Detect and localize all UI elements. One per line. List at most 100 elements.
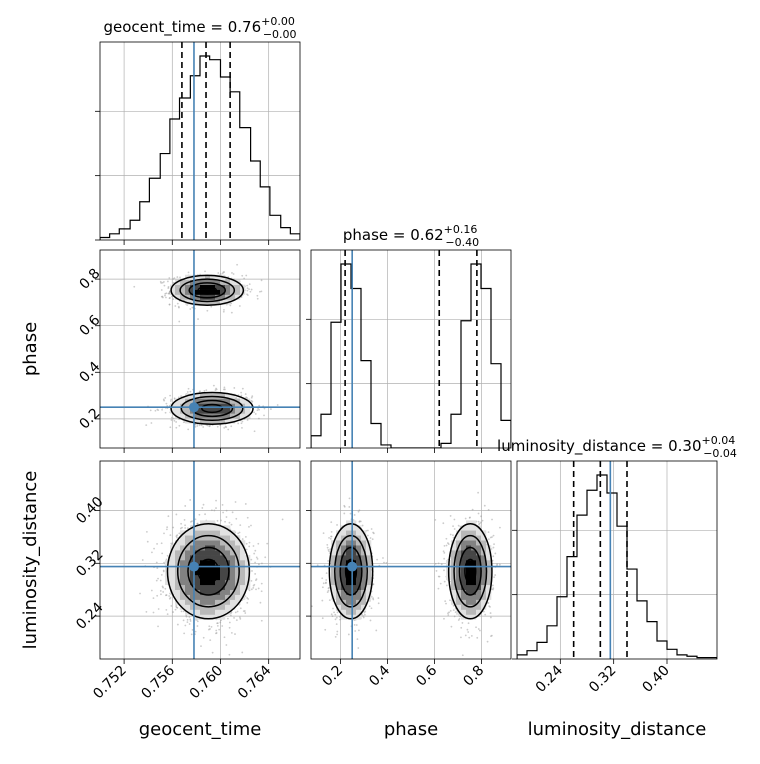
sample-point	[158, 608, 160, 610]
sample-point	[254, 550, 256, 552]
sample-point	[371, 528, 373, 530]
density-cell	[170, 560, 175, 565]
density-cell	[215, 540, 220, 545]
sample-point	[438, 562, 440, 564]
density-cell	[195, 530, 200, 535]
density-cell	[230, 555, 235, 560]
sample-point	[385, 562, 387, 564]
sample-point	[211, 626, 213, 628]
density-cell	[230, 580, 235, 585]
sample-point	[247, 598, 249, 600]
sample-point	[231, 524, 233, 526]
sample-point	[223, 311, 225, 313]
density-cell	[195, 555, 200, 560]
scatter-phase-luminosity_distance-layer	[311, 461, 511, 659]
title-main: phase = 0.62	[343, 226, 444, 244]
sample-point	[222, 504, 224, 506]
sample-point	[263, 414, 265, 416]
sample-point	[327, 560, 329, 562]
sample-point	[369, 600, 371, 602]
sample-point	[266, 543, 268, 545]
sample-point	[445, 603, 447, 605]
sample-point	[160, 590, 162, 592]
sample-point	[173, 418, 175, 420]
sample-point	[252, 587, 254, 589]
sample-point	[184, 625, 186, 627]
sample-point	[336, 617, 338, 619]
density-cell	[225, 590, 230, 595]
sample-point	[321, 577, 323, 579]
y-tick-label-phase: 0.4	[76, 359, 103, 386]
sample-point	[161, 574, 163, 576]
density-cell	[240, 560, 245, 565]
density-cell	[170, 580, 175, 585]
sample-point	[354, 630, 356, 632]
density-cell	[230, 570, 235, 575]
density-cell	[215, 585, 220, 590]
sample-point	[362, 525, 364, 527]
sample-point	[467, 631, 469, 633]
sample-point	[164, 285, 166, 287]
x-tick-label-luminosity_distance: 0.40	[639, 663, 672, 696]
density-cell	[235, 290, 240, 295]
density-cell	[180, 580, 185, 585]
density-cell	[240, 585, 245, 590]
sample-point	[257, 558, 259, 560]
title-sup: +0.04	[702, 434, 736, 447]
x-tick-label-luminosity_distance: 0.32	[586, 663, 619, 696]
density-cell	[200, 540, 205, 545]
density-cell	[210, 570, 215, 575]
sample-point	[161, 409, 163, 411]
x-tick-label-geocent_time: 0.760	[187, 663, 227, 703]
sample-point	[339, 619, 341, 621]
x-tick-label-geocent_time: 0.764	[235, 662, 275, 702]
density-cell	[195, 540, 200, 545]
sample-point	[176, 276, 178, 278]
sample-point	[184, 505, 186, 507]
sample-point	[195, 424, 197, 426]
density-cell	[205, 550, 210, 555]
sample-point	[176, 537, 178, 539]
sample-point	[156, 409, 158, 411]
density-cell	[200, 610, 205, 615]
scatter-geocent_time-phase-layer	[100, 250, 300, 448]
sample-point	[336, 524, 338, 526]
y-tick-label-phase: 0.8	[76, 266, 103, 293]
sample-point	[226, 510, 228, 512]
sample-point	[329, 599, 331, 601]
density-cell	[205, 575, 210, 580]
density-cell	[200, 600, 205, 605]
sample-point	[230, 615, 232, 617]
sample-point	[245, 536, 247, 538]
sample-point	[255, 588, 257, 590]
density-cell	[185, 605, 190, 610]
sample-point	[241, 427, 243, 429]
sample-point	[133, 286, 135, 288]
sample-point	[335, 618, 337, 620]
density-cell	[220, 610, 225, 615]
sample-point	[209, 639, 211, 641]
sample-point	[213, 385, 215, 387]
truth-point	[189, 562, 199, 572]
sample-point	[217, 426, 219, 428]
density-cell	[200, 570, 205, 575]
sample-point	[219, 622, 221, 624]
sample-point	[472, 509, 474, 511]
sample-point	[146, 531, 148, 533]
density-cell	[200, 585, 205, 590]
title-main: luminosity_distance = 0.30	[497, 437, 701, 456]
sample-point	[243, 610, 245, 612]
sample-point	[176, 607, 178, 609]
truth-point	[189, 402, 199, 412]
sample-point	[259, 291, 261, 293]
sample-point	[222, 512, 224, 514]
density-cell	[185, 555, 190, 560]
density-cell	[185, 550, 190, 555]
sample-point	[223, 271, 225, 273]
sample-point	[175, 514, 177, 516]
sample-point	[215, 389, 217, 391]
sample-point	[223, 427, 225, 429]
density-cell	[175, 545, 180, 550]
sample-point	[229, 305, 231, 307]
sample-point	[383, 562, 385, 564]
